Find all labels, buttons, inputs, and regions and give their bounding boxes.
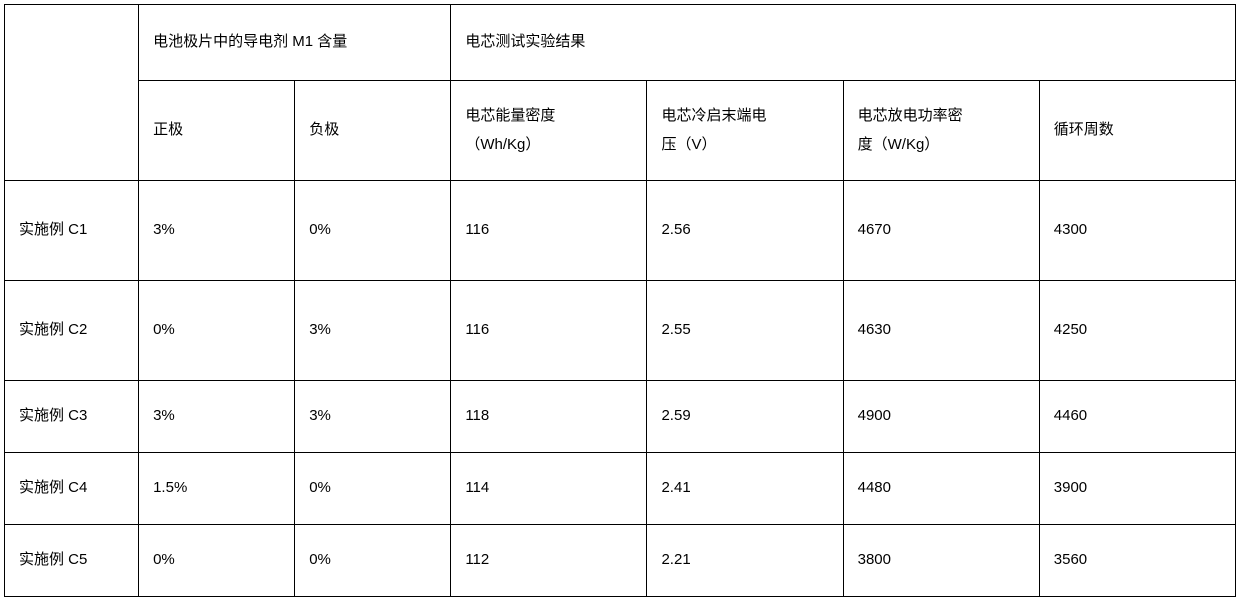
table-cell: 3800 bbox=[843, 525, 1039, 597]
header-cold-start-l1: 电芯冷启末端电 bbox=[661, 107, 766, 124]
table-row: 实施例 C41.5%0%1142.4144803900 bbox=[5, 453, 1236, 525]
table-cell: 118 bbox=[451, 381, 647, 453]
table-cell: 114 bbox=[451, 453, 647, 525]
table-cell: 实施例 C3 bbox=[5, 381, 139, 453]
header-row-sub: 正极 负极 电芯能量密度 （Wh/Kg） 电芯冷启末端电 压（V） 电芯放电功率… bbox=[5, 81, 1236, 181]
table-cell: 3560 bbox=[1039, 525, 1235, 597]
table-row: 实施例 C20%3%1162.5546304250 bbox=[5, 281, 1236, 381]
table-cell: 2.21 bbox=[647, 525, 843, 597]
table-cell: 4630 bbox=[843, 281, 1039, 381]
table-cell: 3% bbox=[295, 281, 451, 381]
header-energy-density-l2: （Wh/Kg） bbox=[465, 136, 540, 153]
table-cell: 116 bbox=[451, 181, 647, 281]
header-group-conductive: 电池极片中的导电剂 M1 含量 bbox=[139, 5, 451, 81]
header-positive: 正极 bbox=[139, 81, 295, 181]
table-cell: 0% bbox=[139, 525, 295, 597]
table-cell: 2.59 bbox=[647, 381, 843, 453]
header-row-top: 电池极片中的导电剂 M1 含量 电芯测试实验结果 bbox=[5, 5, 1236, 81]
table-cell: 2.55 bbox=[647, 281, 843, 381]
header-energy-density-l1: 电芯能量密度 bbox=[465, 107, 555, 124]
table-cell: 0% bbox=[295, 453, 451, 525]
table-cell: 112 bbox=[451, 525, 647, 597]
header-group-results: 电芯测试实验结果 bbox=[451, 5, 1236, 81]
data-table: 电池极片中的导电剂 M1 含量 电芯测试实验结果 正极 负极 电芯能量密度 （W… bbox=[4, 4, 1236, 597]
table-cell: 0% bbox=[295, 525, 451, 597]
header-cycle-count: 循环周数 bbox=[1039, 81, 1235, 181]
header-negative: 负极 bbox=[295, 81, 451, 181]
table-cell: 4900 bbox=[843, 381, 1039, 453]
table-cell: 2.56 bbox=[647, 181, 843, 281]
table-cell: 4250 bbox=[1039, 281, 1235, 381]
table-cell: 3% bbox=[139, 181, 295, 281]
table-cell: 4480 bbox=[843, 453, 1039, 525]
header-power-density: 电芯放电功率密 度（W/Kg） bbox=[843, 81, 1039, 181]
table-body: 实施例 C13%0%1162.5646704300实施例 C20%3%1162.… bbox=[5, 181, 1236, 597]
table-cell: 1.5% bbox=[139, 453, 295, 525]
table-cell: 3% bbox=[295, 381, 451, 453]
table-cell: 0% bbox=[139, 281, 295, 381]
table-row: 实施例 C50%0%1122.2138003560 bbox=[5, 525, 1236, 597]
header-cold-start-voltage: 电芯冷启末端电 压（V） bbox=[647, 81, 843, 181]
table-cell: 实施例 C4 bbox=[5, 453, 139, 525]
table-cell: 2.41 bbox=[647, 453, 843, 525]
table-cell: 4300 bbox=[1039, 181, 1235, 281]
header-power-density-l2: 度（W/Kg） bbox=[858, 136, 940, 153]
table-cell: 实施例 C2 bbox=[5, 281, 139, 381]
header-blank bbox=[5, 5, 139, 181]
table-row: 实施例 C13%0%1162.5646704300 bbox=[5, 181, 1236, 281]
header-cold-start-l2: 压（V） bbox=[661, 136, 716, 153]
table-cell: 实施例 C5 bbox=[5, 525, 139, 597]
table-cell: 4670 bbox=[843, 181, 1039, 281]
table-row: 实施例 C33%3%1182.5949004460 bbox=[5, 381, 1236, 453]
table-cell: 116 bbox=[451, 281, 647, 381]
table-cell: 实施例 C1 bbox=[5, 181, 139, 281]
table-cell: 3900 bbox=[1039, 453, 1235, 525]
header-power-density-l1: 电芯放电功率密 bbox=[858, 107, 963, 124]
table-cell: 0% bbox=[295, 181, 451, 281]
table-cell: 4460 bbox=[1039, 381, 1235, 453]
header-energy-density: 电芯能量密度 （Wh/Kg） bbox=[451, 81, 647, 181]
table-cell: 3% bbox=[139, 381, 295, 453]
